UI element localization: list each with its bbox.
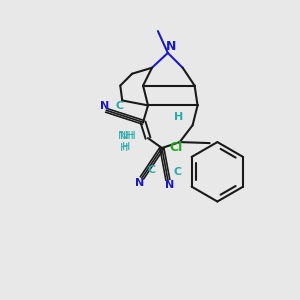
Text: NH: NH [118, 131, 135, 141]
Text: N: N [166, 40, 176, 53]
Text: C: C [174, 167, 182, 177]
Text: N: N [136, 178, 145, 188]
Text: NH: NH [120, 131, 137, 141]
Text: C: C [148, 165, 156, 175]
Text: H: H [122, 142, 130, 152]
Text: C: C [115, 101, 123, 111]
Text: N: N [100, 101, 109, 111]
Text: H: H [120, 143, 129, 153]
Text: Cl: Cl [169, 140, 182, 154]
Text: H: H [174, 112, 183, 122]
Text: N: N [165, 180, 174, 190]
